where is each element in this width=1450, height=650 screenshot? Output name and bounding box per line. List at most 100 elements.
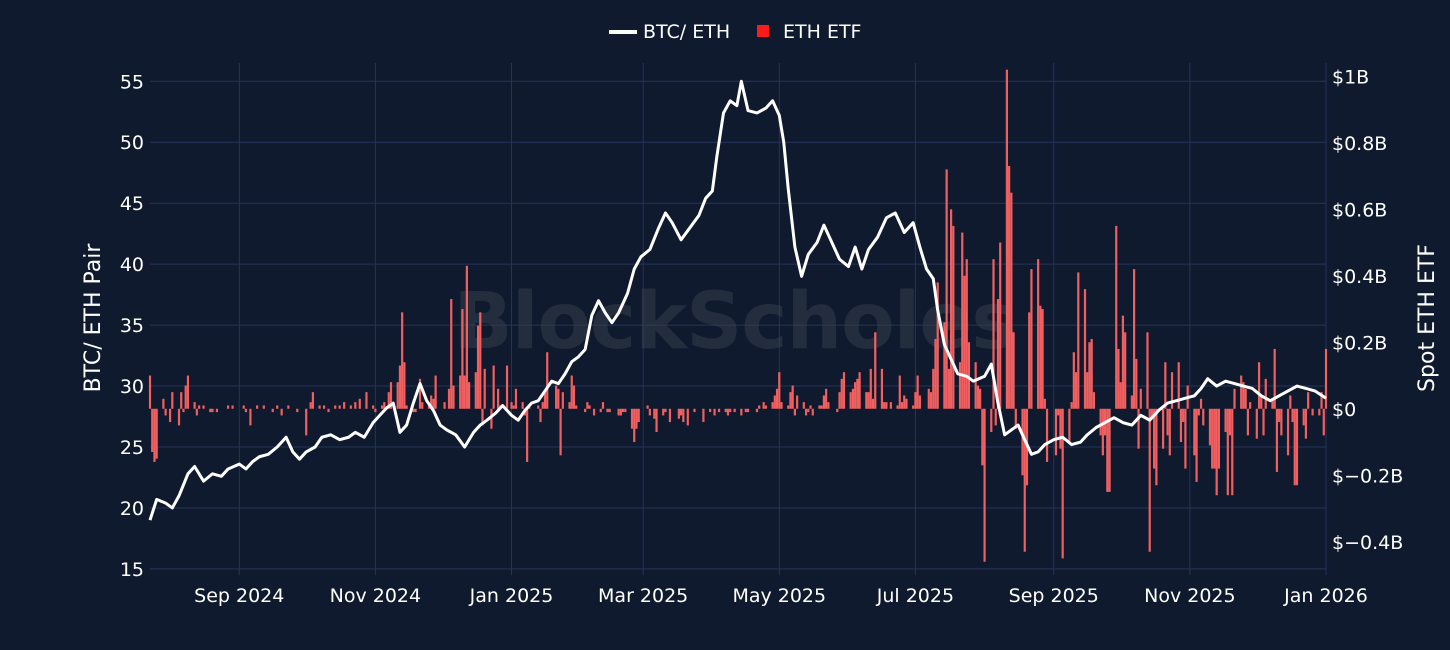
etf-bar bbox=[432, 398, 435, 409]
etf-bar bbox=[996, 299, 1000, 409]
etf-bar bbox=[209, 408, 212, 413]
etf-bar bbox=[762, 402, 765, 409]
etf-bar bbox=[465, 265, 468, 409]
etf-bar bbox=[318, 405, 321, 409]
etf-bar bbox=[195, 408, 198, 416]
etf-bar bbox=[1005, 69, 1008, 409]
etf-bar bbox=[202, 405, 205, 409]
etf-bar bbox=[729, 408, 732, 413]
etf-bar bbox=[483, 368, 486, 409]
etf-bar bbox=[811, 408, 814, 416]
etf-bar bbox=[1045, 408, 1049, 462]
right-axis-title: Spot ETH ETF bbox=[1415, 244, 1440, 392]
etf-bar bbox=[541, 402, 544, 409]
left-axis-title: BTC/ ETH Pair bbox=[81, 243, 106, 393]
etf-bar bbox=[1295, 408, 1299, 486]
etf-bar bbox=[867, 392, 870, 409]
etf-bar bbox=[171, 392, 174, 409]
etf-bar bbox=[842, 372, 846, 409]
legend-item-eth-etf[interactable]: ETH ETF bbox=[757, 21, 861, 43]
etf-bar bbox=[505, 365, 509, 409]
etf-bar bbox=[468, 382, 471, 409]
etf-bar bbox=[838, 392, 841, 409]
watermark: BlockScholes bbox=[453, 277, 1016, 367]
etf-bar bbox=[1318, 408, 1321, 416]
etf-bar bbox=[434, 375, 437, 409]
etf-bar bbox=[637, 408, 640, 423]
etf-bar bbox=[1242, 382, 1245, 409]
etf-bar bbox=[512, 405, 515, 409]
etf-bar bbox=[1280, 408, 1283, 436]
left-tick-label: 40 bbox=[120, 254, 144, 276]
etf-bar bbox=[1108, 408, 1111, 492]
etf-bar bbox=[617, 408, 620, 416]
etf-bar bbox=[726, 408, 730, 416]
etf-bar bbox=[664, 408, 667, 413]
etf-bar bbox=[874, 332, 877, 409]
etf-bar bbox=[963, 275, 966, 409]
etf-bar bbox=[476, 325, 480, 409]
etf-bar bbox=[490, 408, 493, 429]
legend-bar-swatch bbox=[757, 25, 769, 37]
etf-bar bbox=[635, 408, 638, 429]
etf-bar bbox=[398, 365, 402, 409]
etf-bar bbox=[655, 408, 658, 433]
etf-bars bbox=[148, 69, 1328, 562]
etf-bar bbox=[836, 408, 839, 413]
etf-bar bbox=[256, 405, 259, 409]
etf-bar bbox=[338, 405, 341, 409]
etf-bar bbox=[1037, 259, 1040, 409]
etf-bar bbox=[557, 388, 560, 409]
etf-bar bbox=[990, 408, 993, 433]
etf-bar bbox=[249, 408, 252, 426]
etf-bar bbox=[1240, 375, 1243, 409]
etf-bar bbox=[1275, 408, 1279, 472]
x-tick-label: Jul 2025 bbox=[876, 585, 954, 607]
legend: BTC/ ETH ETH ETF bbox=[609, 21, 861, 43]
etf-bar bbox=[1170, 372, 1174, 409]
x-tick-label: Jan 2026 bbox=[1283, 585, 1368, 607]
right-tick-label: $−0.4B bbox=[1332, 532, 1403, 554]
etf-bar bbox=[994, 408, 997, 426]
etf-bar bbox=[1083, 289, 1087, 409]
etf-bar bbox=[773, 395, 776, 409]
etf-bar bbox=[309, 402, 312, 409]
etf-bar bbox=[967, 342, 971, 409]
etf-bar bbox=[1008, 166, 1011, 409]
etf-bar bbox=[153, 408, 156, 462]
etf-bar bbox=[334, 405, 337, 409]
etf-bar bbox=[151, 408, 154, 452]
etf-bar bbox=[383, 402, 386, 409]
etf-bar bbox=[1202, 408, 1205, 426]
etf-bar bbox=[950, 209, 953, 409]
right-tick-label: $−0.2B bbox=[1332, 465, 1403, 487]
etf-bar bbox=[244, 408, 248, 413]
etf-bar bbox=[601, 402, 605, 409]
etf-bar bbox=[900, 402, 904, 409]
etf-bar bbox=[186, 375, 190, 409]
x-tick-label: Nov 2024 bbox=[330, 585, 421, 607]
etf-bar bbox=[296, 408, 299, 413]
etf-bar bbox=[898, 375, 901, 409]
right-tick-label: $0 bbox=[1332, 399, 1356, 421]
etf-bar bbox=[851, 388, 855, 409]
legend-item-btc-eth[interactable]: BTC/ ETH bbox=[609, 21, 730, 43]
etf-bar bbox=[1197, 408, 1200, 416]
etf-bar bbox=[305, 408, 308, 436]
etf-bar bbox=[1115, 225, 1118, 409]
etf-bar bbox=[653, 408, 656, 419]
etf-bar bbox=[1088, 342, 1091, 409]
etf-bar bbox=[1043, 398, 1046, 409]
etf-bar bbox=[693, 408, 696, 413]
etf-bar bbox=[630, 408, 634, 429]
etf-bar bbox=[744, 408, 747, 413]
etf-bar bbox=[820, 405, 823, 409]
etf-bar bbox=[1059, 408, 1062, 449]
etf-bar bbox=[276, 405, 279, 409]
etf-bar bbox=[227, 405, 230, 409]
etf-bar bbox=[452, 385, 455, 409]
etf-bar bbox=[1092, 392, 1096, 409]
etf-bar bbox=[1249, 402, 1252, 409]
etf-bar bbox=[427, 405, 431, 409]
etf-bar bbox=[1224, 408, 1227, 433]
